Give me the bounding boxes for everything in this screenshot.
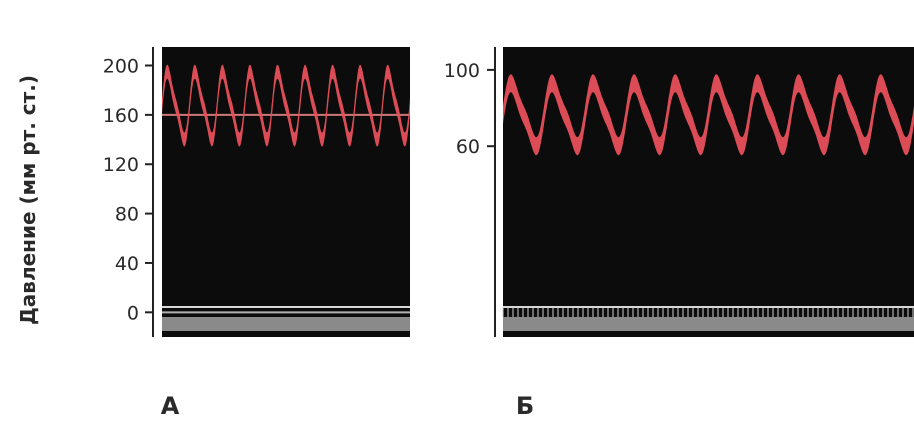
panel-a-background xyxy=(162,47,410,337)
y-axis-title: Давление (мм рт. ст.) xyxy=(16,75,40,325)
panel-a-tick-label: 120 xyxy=(103,154,139,176)
panel-a-tick-label: 200 xyxy=(103,56,139,78)
panel-b-baseline-strip xyxy=(503,317,914,331)
panel-a-tick-label: 0 xyxy=(127,302,139,324)
panel-a-baseline-strip xyxy=(162,317,410,331)
panel-b-pressure-waveform xyxy=(503,74,914,156)
panel-b-background xyxy=(503,47,914,337)
panel-a-ticks: 200 160 120 80 40 0 xyxy=(103,56,153,324)
panel-a-pressure-waveform xyxy=(162,64,410,147)
panel-b-tick-label: 100 xyxy=(444,60,480,82)
panel-b: 100 60 Б xyxy=(444,47,914,420)
panel-b-plot xyxy=(502,74,914,331)
panel-b-label: Б xyxy=(516,392,534,420)
panel-a-tick-label: 80 xyxy=(115,204,139,226)
panel-a-tick-label: 40 xyxy=(115,253,139,275)
panel-a-plot xyxy=(162,64,410,331)
panel-b-ticks: 100 60 xyxy=(444,60,495,158)
panel-a: 200 160 120 80 40 0 А xyxy=(103,47,410,420)
panel-a-tick-label: 160 xyxy=(103,105,139,127)
panel-a-label: А xyxy=(161,392,180,420)
panel-b-tick-label: 60 xyxy=(456,136,480,158)
